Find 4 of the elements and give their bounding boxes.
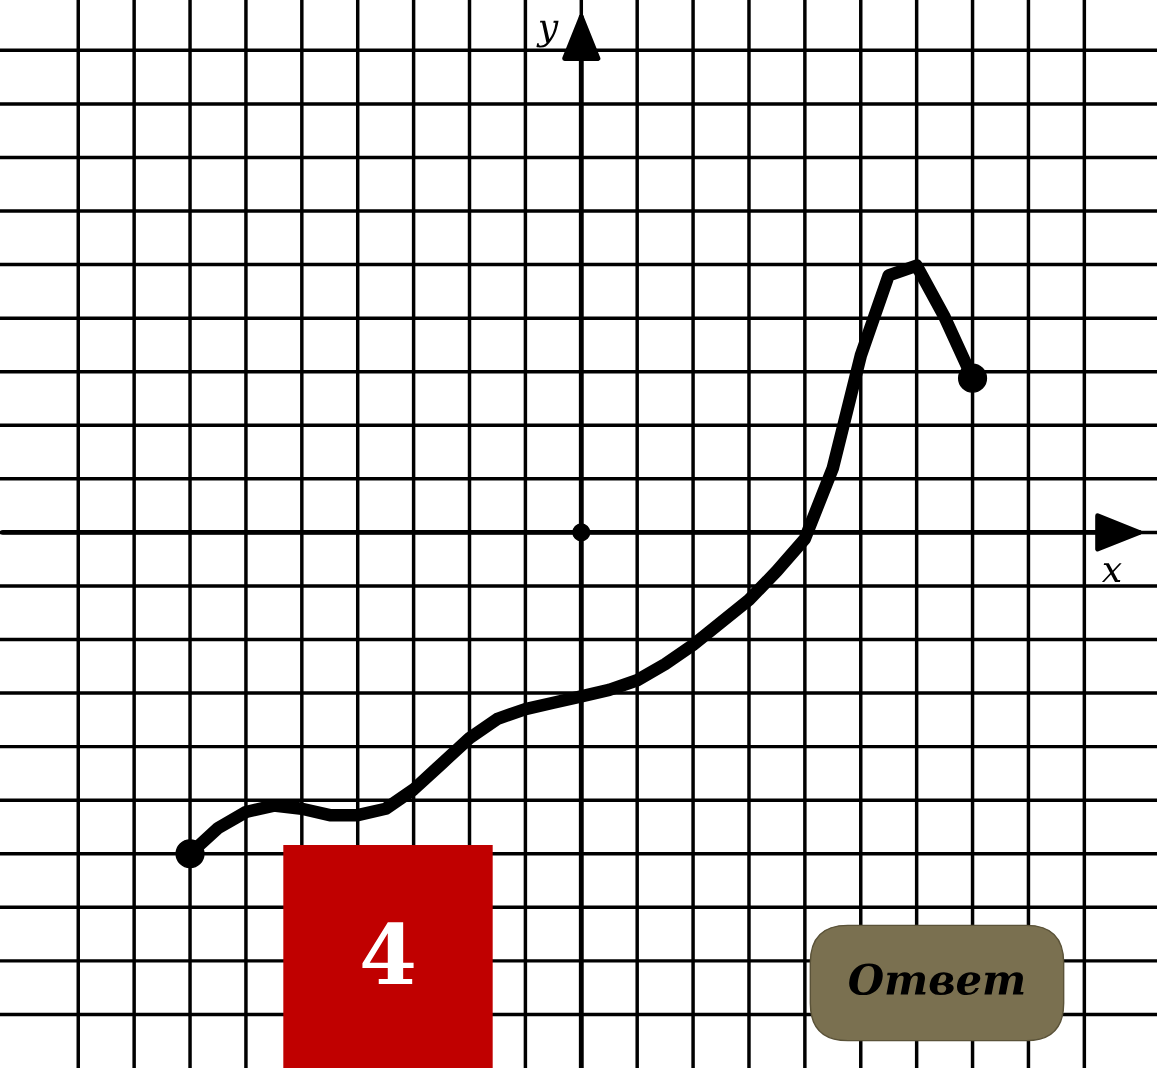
text: x: [1101, 563, 1122, 582]
text: 4: [362, 922, 414, 984]
text: y: [536, 20, 559, 48]
text: Ответ: [849, 963, 1024, 996]
